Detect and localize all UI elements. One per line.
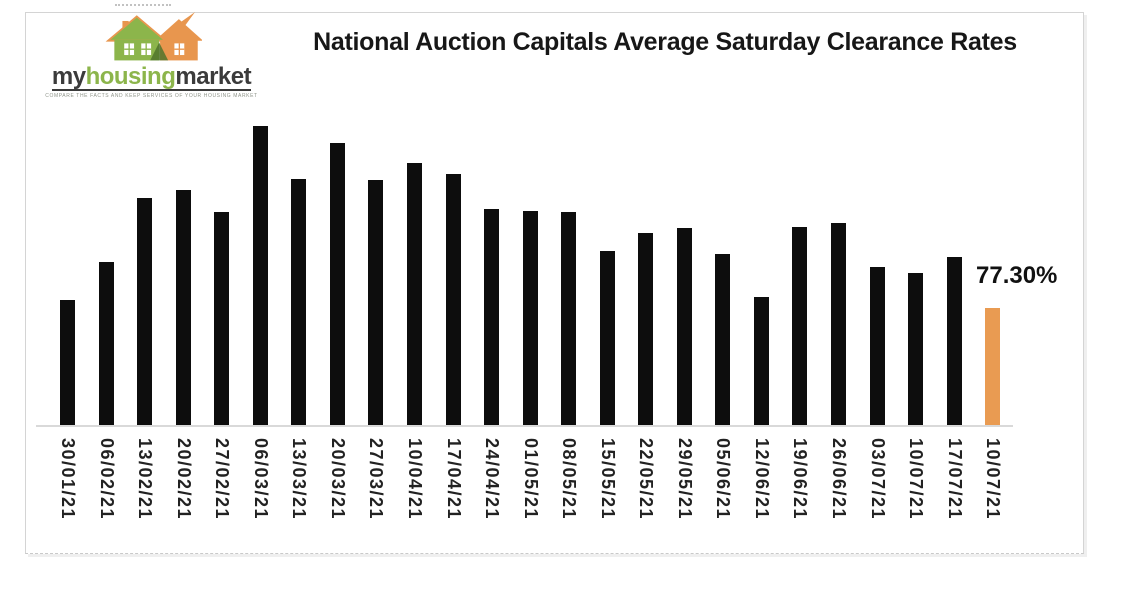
bar — [638, 233, 653, 425]
bar — [137, 198, 152, 425]
x-axis-line — [36, 425, 1013, 427]
highlight-value-label: 77.30% — [976, 262, 1058, 289]
bar-highlighted — [985, 308, 1000, 425]
x-axis-label: 22/05/21 — [635, 438, 656, 521]
bar — [600, 251, 615, 425]
x-axis-label: 10/07/21 — [982, 438, 1003, 521]
x-axis-label: 06/02/21 — [96, 438, 117, 521]
bar — [754, 297, 769, 425]
bar — [831, 223, 846, 425]
x-axis-label: 27/02/21 — [211, 438, 232, 521]
bar — [792, 227, 807, 425]
bar — [908, 273, 923, 425]
x-axis-label: 24/04/21 — [481, 438, 502, 521]
x-axis-label: 13/03/21 — [288, 438, 309, 521]
x-axis-label: 10/04/21 — [404, 438, 425, 521]
brand-wordmark: myhousingmarket — [51, 63, 252, 92]
x-axis-label: 13/02/21 — [134, 438, 155, 521]
x-axis-label: 15/05/21 — [597, 438, 618, 521]
bar — [523, 211, 538, 425]
bar — [60, 300, 75, 425]
bar — [214, 212, 229, 425]
x-axis-label: 17/07/21 — [944, 438, 965, 521]
x-axis-label: 27/03/21 — [365, 438, 386, 521]
bar — [176, 190, 191, 425]
bar — [677, 228, 692, 425]
bar — [253, 126, 268, 425]
x-axis-label: 30/01/21 — [57, 438, 78, 521]
bar — [99, 262, 114, 425]
x-axis-label: 01/05/21 — [520, 438, 541, 521]
bar — [446, 174, 461, 425]
brand-wordmark-housing: housing — [85, 63, 176, 90]
bar — [484, 209, 499, 425]
x-axis-label: 17/04/21 — [443, 438, 464, 521]
x-axis-label: 08/05/21 — [558, 438, 579, 521]
bar — [947, 257, 962, 425]
brand-logo: myhousingmarket COMPARE THE FACTS AND KE… — [44, 12, 259, 99]
houses-icon — [105, 12, 202, 61]
x-axis-label: 20/02/21 — [173, 438, 194, 521]
bar — [330, 143, 345, 425]
bar — [870, 267, 885, 425]
x-axis-label: 20/03/21 — [327, 438, 348, 521]
brand-wordmark-market: market — [175, 63, 252, 90]
bar — [561, 212, 576, 425]
chart-frame — [25, 12, 1084, 554]
x-axis-label: 12/06/21 — [751, 438, 772, 521]
x-axis-label: 05/06/21 — [712, 438, 733, 521]
bar — [368, 180, 383, 425]
brand-wordmark-my: my — [51, 63, 86, 90]
bar — [407, 163, 422, 425]
x-axis-label: 19/06/21 — [789, 438, 810, 521]
x-axis-label: 06/03/21 — [250, 438, 271, 521]
dashed-line-artifact — [115, 4, 171, 6]
bar — [291, 179, 306, 425]
x-axis-label: 26/06/21 — [828, 438, 849, 521]
x-axis-label: 03/07/21 — [867, 438, 888, 521]
bar — [715, 254, 730, 425]
x-axis-label: 10/07/21 — [905, 438, 926, 521]
brand-tagline: COMPARE THE FACTS AND KEEP SERVICES OF Y… — [45, 93, 258, 100]
chart-title: National Auction Capitals Average Saturd… — [313, 28, 1017, 56]
x-axis-label: 29/05/21 — [674, 438, 695, 521]
